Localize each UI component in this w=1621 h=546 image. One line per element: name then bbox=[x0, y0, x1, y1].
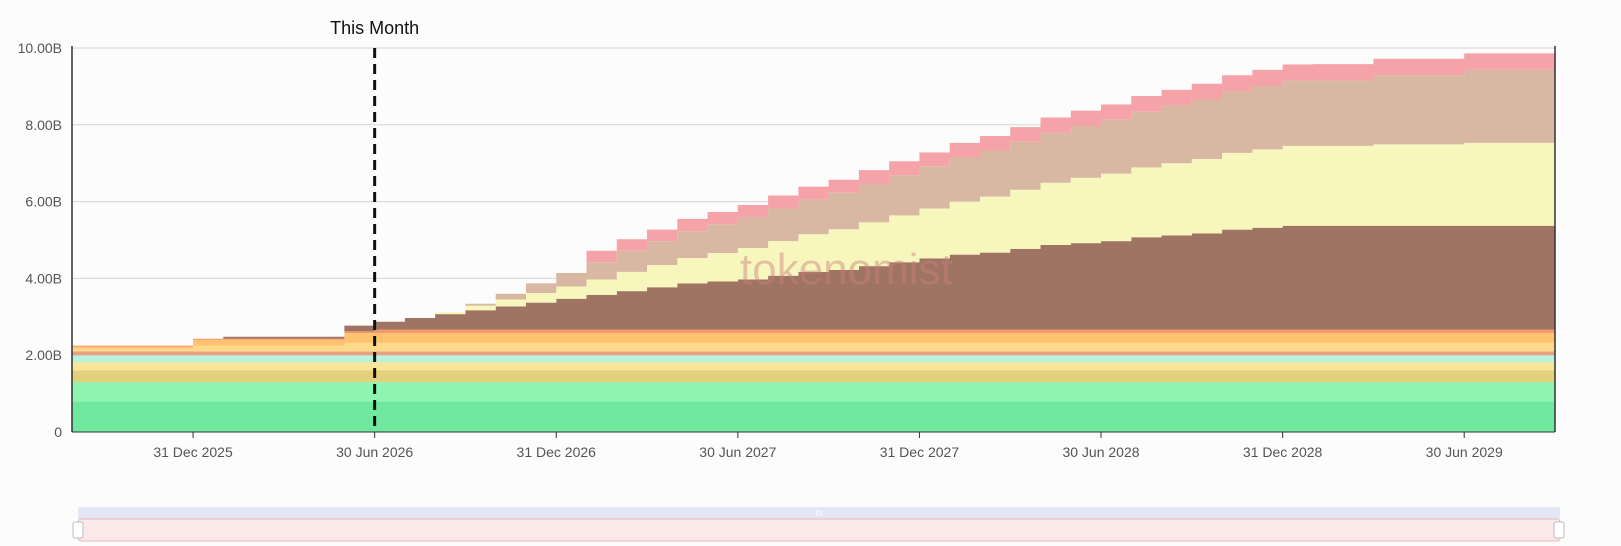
y-tick-label: 8.00B bbox=[25, 117, 62, 133]
x-tick-label: 31 Dec 2026 bbox=[517, 444, 597, 460]
this-month-marker: This Month bbox=[330, 18, 419, 432]
series-area-0[interactable] bbox=[72, 401, 1555, 432]
slider-right-handle[interactable] bbox=[1553, 521, 1565, 539]
x-axis-ticks: 31 Dec 2025 30 Jun 2026 31 Dec 2026 30 Jun … bbox=[153, 432, 1503, 460]
slider-left-handle[interactable] bbox=[72, 521, 84, 539]
series-area-1[interactable] bbox=[72, 382, 1555, 402]
zoom-slider[interactable]: III bbox=[72, 507, 1565, 542]
x-tick-label: 31 Dec 2028 bbox=[1243, 444, 1323, 460]
series-area-4[interactable] bbox=[72, 355, 1555, 363]
x-tick-label: 31 Dec 2025 bbox=[153, 444, 233, 460]
x-tick-label: 30 Jun 2028 bbox=[1062, 444, 1139, 460]
series-area-12[interactable] bbox=[72, 47, 1555, 346]
slider-drag-handle[interactable]: III bbox=[816, 509, 823, 518]
x-tick-label: 31 Dec 2027 bbox=[880, 444, 960, 460]
y-tick-label: 10.00B bbox=[18, 40, 62, 56]
slider-window[interactable] bbox=[77, 518, 1561, 542]
slider-track[interactable] bbox=[78, 507, 1560, 519]
series-area-3[interactable] bbox=[72, 362, 1555, 371]
y-tick-label: 2.00B bbox=[25, 347, 62, 363]
series-area-6[interactable] bbox=[72, 342, 1555, 352]
y-tick-label: 0 bbox=[54, 424, 62, 440]
y-tick-label: 4.00B bbox=[25, 270, 62, 286]
watermark-text: tokenomist bbox=[740, 245, 953, 294]
x-tick-label: 30 Jun 2026 bbox=[336, 444, 413, 460]
series-areas[interactable] bbox=[72, 47, 1555, 432]
series-area-7[interactable] bbox=[72, 333, 1555, 349]
axes bbox=[71, 46, 1556, 433]
series-area-10[interactable] bbox=[72, 141, 1555, 346]
series-area-11[interactable] bbox=[72, 64, 1555, 346]
series-area-5[interactable] bbox=[72, 351, 1555, 356]
series-area-2[interactable] bbox=[72, 370, 1555, 383]
y-axis-ticks: 0 2.00B 4.00B 6.00B 8.00B 10.00B bbox=[18, 40, 63, 440]
y-tick-label: 6.00B bbox=[25, 194, 62, 210]
series-area-8[interactable] bbox=[72, 329, 1555, 347]
x-tick-label: 30 Jun 2027 bbox=[699, 444, 776, 460]
series-area-9[interactable] bbox=[72, 225, 1555, 346]
this-month-label: This Month bbox=[330, 18, 419, 38]
x-tick-label: 30 Jun 2029 bbox=[1426, 444, 1503, 460]
